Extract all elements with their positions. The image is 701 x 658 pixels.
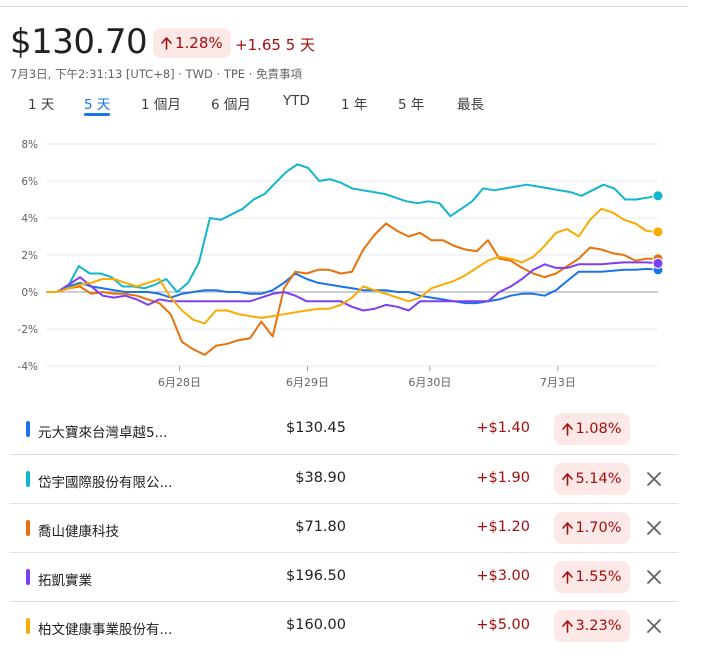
series-end-point-3 (652, 257, 664, 269)
series-line-3 (46, 261, 659, 312)
tab-ytd[interactable]: YTD (283, 93, 310, 109)
range-tabs: 1 天 5 天 1 個月 6 個月 YTD 1 年 5 年 最長 (0, 93, 520, 117)
series-line-0 (46, 267, 659, 305)
change-percent: 1.28% (175, 34, 223, 52)
series-end-point-4 (652, 226, 664, 238)
x-tick-label: 6月28日 (158, 376, 201, 389)
stock-change: +$1.20 (476, 519, 530, 535)
y-tick-label: 2% (21, 250, 38, 262)
quote-meta: 7月3日, 下午2:31:13 [UTC+8] · TWD · TPE · 免責… (10, 67, 303, 81)
series-end-point-1 (652, 190, 664, 202)
change-percent-badge: 1.28% (153, 28, 231, 58)
top-divider (0, 6, 688, 7)
tab-6m[interactable]: 6 個月 (211, 97, 251, 113)
stock-change: +$5.00 (476, 617, 530, 633)
comparison-row[interactable]: 喬山健康科技 $71.80 +$1.20 1.70% (10, 503, 678, 552)
comparison-row[interactable]: 拓凱實業 $196.50 +$3.00 1.55% (10, 552, 678, 601)
stock-price: $160.00 (286, 617, 346, 633)
stock-change-percent: 3.23% (575, 618, 622, 634)
stock-name[interactable]: 柏文健康事業股份有... (38, 622, 173, 638)
stock-change-percent: 1.70% (575, 520, 622, 536)
y-tick-label: 0% (21, 287, 38, 299)
stock-change-percent-badge: 3.23% (554, 610, 630, 642)
close-icon (647, 619, 661, 633)
stock-name[interactable]: 拓凱實業 (38, 573, 92, 589)
series-line-4 (46, 207, 659, 325)
stock-price: $38.90 (295, 470, 346, 486)
close-icon (647, 521, 661, 535)
y-tick-label: 6% (21, 176, 38, 188)
arrow-up-icon (562, 472, 574, 486)
series-color-swatch (26, 421, 30, 437)
series-line-2 (46, 222, 658, 356)
tab-1y[interactable]: 1 年 (341, 97, 368, 113)
arrow-up-icon (562, 570, 574, 584)
stock-name[interactable]: 元大寶來台灣卓越5... (38, 425, 168, 441)
stock-name[interactable]: 喬山健康科技 (38, 524, 119, 540)
y-tick-label: 4% (21, 213, 38, 225)
arrow-up-icon (562, 619, 574, 633)
stock-change-percent-badge: 5.14% (554, 463, 630, 495)
change-absolute: +1.65 5 天 (235, 36, 316, 54)
remove-comparison-button[interactable] (646, 569, 662, 585)
comparison-row[interactable]: 柏文健康事業股份有... $160.00 +$5.00 3.23% (10, 601, 678, 650)
y-tick-label: 8% (21, 139, 38, 151)
remove-comparison-button[interactable] (646, 618, 662, 634)
y-tick-label: -2% (18, 324, 38, 336)
comparison-list: 元大寶來台灣卓越5... $130.45 +$1.40 1.08% 岱宇國際股份有限公.… (10, 405, 678, 650)
stock-change-percent: 1.08% (575, 421, 622, 437)
x-tick-label: 7月3日 (540, 376, 576, 389)
stock-change: +$3.00 (476, 568, 530, 584)
tab-5d[interactable]: 5 天 (84, 93, 111, 116)
stock-change-percent: 1.55% (575, 569, 622, 585)
remove-comparison-button[interactable] (646, 520, 662, 536)
arrow-up-icon (161, 36, 172, 50)
arrow-up-icon (562, 521, 574, 535)
stock-name[interactable]: 岱宇國際股份有限公... (38, 475, 173, 491)
stock-change: +$1.40 (476, 420, 530, 436)
stock-price: $130.45 (286, 420, 346, 436)
price-chart[interactable]: 8% 6% 4% 2% 0% -2% -4% 6月28日 6月29日 6月30日 7月3日 (0, 130, 701, 400)
comparison-row[interactable]: 岱宇國際股份有限公... $38.90 +$1.90 5.14% (10, 454, 678, 503)
stock-change-percent: 5.14% (575, 471, 622, 487)
stock-change-percent-badge: 1.08% (554, 413, 630, 445)
stock-change-percent-badge: 1.55% (554, 561, 630, 593)
stock-price: $196.50 (286, 568, 346, 584)
remove-comparison-button[interactable] (646, 471, 662, 487)
arrow-up-icon (562, 422, 574, 436)
stock-price: $71.80 (295, 519, 346, 535)
stock-change-percent-badge: 1.70% (554, 512, 630, 544)
tab-5y[interactable]: 5 年 (398, 97, 425, 113)
current-price: $130.70 (10, 22, 148, 62)
series-color-swatch (26, 569, 30, 585)
tab-1d[interactable]: 1 天 (28, 97, 55, 113)
stock-change: +$1.90 (476, 470, 530, 486)
tab-1m[interactable]: 1 個月 (141, 97, 181, 113)
series-color-swatch (26, 618, 30, 634)
close-icon (647, 570, 661, 584)
x-tick-label: 6月30日 (408, 376, 451, 389)
comparison-row[interactable]: 元大寶來台灣卓越5... $130.45 +$1.40 1.08% (10, 405, 678, 454)
y-tick-label: -4% (18, 361, 38, 373)
x-tick-label: 6月29日 (286, 376, 329, 389)
series-color-swatch (26, 520, 30, 536)
close-icon (647, 472, 661, 486)
series-line-1 (46, 163, 659, 293)
tab-max[interactable]: 最長 (457, 97, 484, 113)
series-color-swatch (26, 471, 30, 487)
